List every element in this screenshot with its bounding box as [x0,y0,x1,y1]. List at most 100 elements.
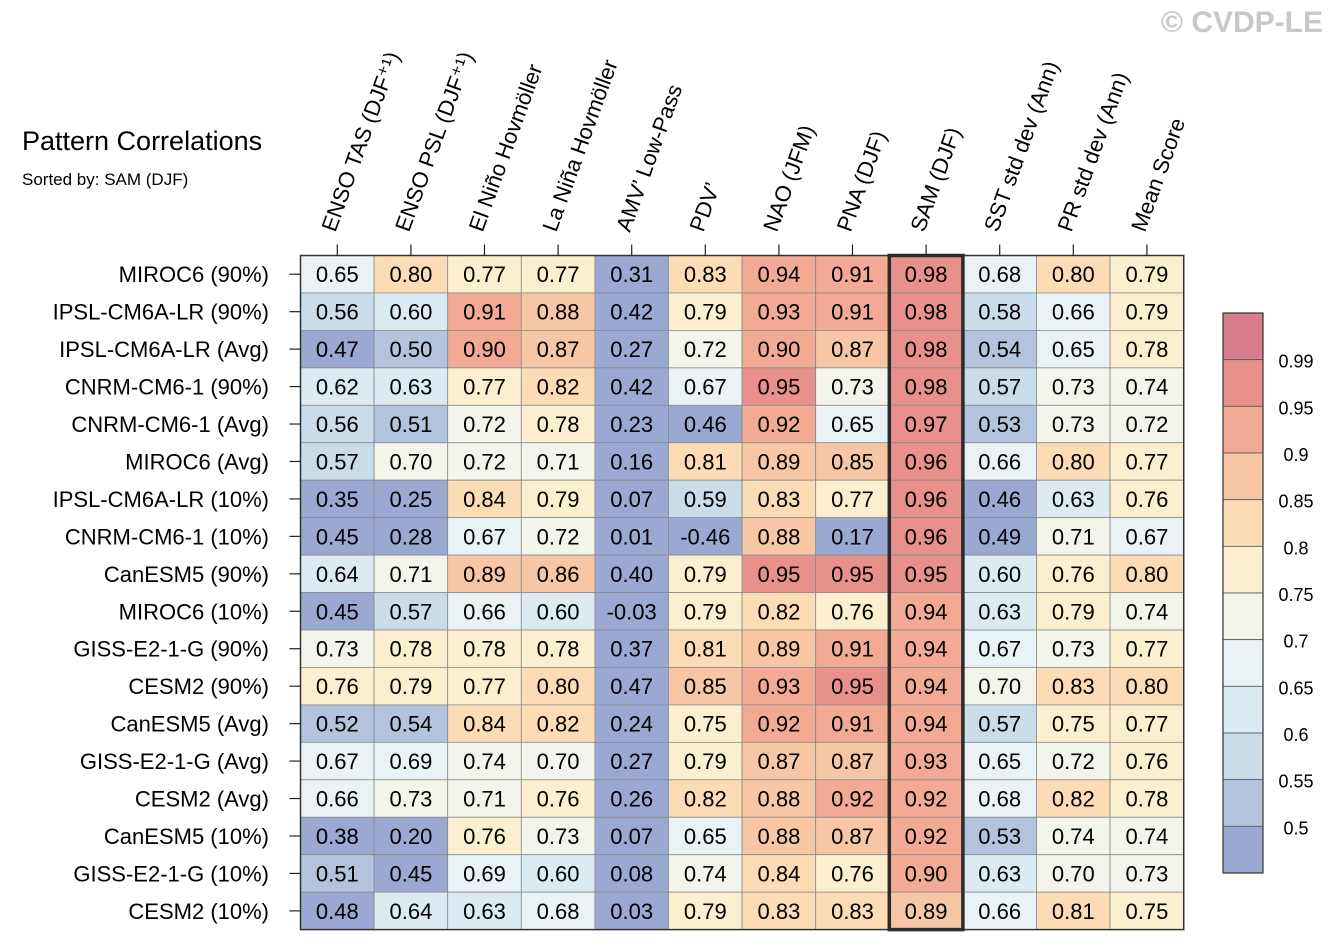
cell-value-label: 0.20 [389,824,432,849]
cell-value-label: 0.25 [389,487,432,512]
cell-value-label: 0.80 [1052,449,1095,474]
heatmap-cell [373,704,449,743]
heatmap-cell [962,891,1037,931]
heatmap-cell [520,779,596,818]
cell-value-label: 0.76 [831,861,874,886]
heatmap-cell [741,442,817,481]
heatmap-cell [300,704,375,743]
cell-value-label: 0.71 [537,449,580,474]
colorbar-segment [1222,779,1264,827]
heatmap-cell [373,629,449,668]
heatmap-cell [888,292,964,331]
heatmap-cell [300,442,375,481]
cell-value-label: 0.68 [537,899,580,924]
cell-value-label: 0.66 [978,449,1021,474]
column-label: ENSO PSL (DJF⁺¹) [390,48,478,234]
cell-value-label: 0.87 [831,824,874,849]
cell-value-label: 0.87 [757,749,800,774]
heatmap-cell [373,854,449,893]
heatmap-cell [668,479,743,519]
cell-value-label: 0.01 [610,524,653,549]
cell-value-label: -0.46 [680,524,730,549]
heatmap-cell [815,891,890,931]
cell-value-label: 0.76 [831,599,874,624]
heatmap-cell [668,554,743,593]
cell-value-label: 0.38 [316,824,359,849]
heatmap-cell [300,779,375,818]
column-label: El Niño Hovmöller [464,61,548,235]
heatmap-cell [962,329,1037,369]
heatmap-cell [447,367,522,406]
heatmap-cell [447,704,522,743]
heatmap-cell [594,404,669,444]
cell-value-label: 0.82 [757,599,800,624]
heatmap-cell [373,816,449,856]
heatmap-cell [594,367,669,406]
cell-value-label: 0.80 [389,262,432,287]
heatmap-cell [300,554,375,593]
heatmap-cell [1036,816,1111,856]
cell-value-label: 0.59 [684,487,727,512]
colorbar-tick-label: 0.75 [1278,585,1313,605]
colorbar-tick-label: 0.7 [1283,632,1308,652]
heatmap-cell [741,704,817,743]
cell-value-label: 0.77 [463,674,506,699]
cell-value-label: 0.07 [610,824,653,849]
cell-value-label: 0.63 [463,899,506,924]
row-label: MIROC6 (Avg) [125,449,269,474]
heatmap-cell [300,854,375,893]
heatmap-cell [668,592,743,631]
cell-value-label: 0.79 [1052,599,1095,624]
colorbar-tick-label: 0.85 [1278,492,1313,512]
heatmap-cell [1109,329,1185,369]
heatmap-cell [594,292,669,331]
cell-value-label: 0.72 [463,412,506,437]
cell-value-label: 0.76 [1125,749,1168,774]
heatmap-cell [1036,554,1111,593]
cell-value-label: 0.64 [389,899,432,924]
column-label: Mean Score [1126,115,1190,235]
cell-value-label: 0.69 [463,861,506,886]
cell-value-label: 0.57 [389,599,432,624]
heatmap-cell [815,816,890,856]
heatmap-cell [300,404,375,444]
heatmap-cell [815,741,890,781]
cell-value-label: 0.28 [389,524,432,549]
heatmap-cell [447,554,522,593]
heatmap-cell [594,517,669,556]
row-label: IPSL-CM6A-LR (90%) [53,300,269,325]
cell-value-label: 0.17 [831,524,874,549]
heatmap-cell [300,741,375,781]
row-label: GISS-E2-1-G (90%) [73,637,269,662]
cell-value-label: 0.92 [757,412,800,437]
cell-value-label: 0.79 [684,300,727,325]
cell-value-label: 0.88 [757,524,800,549]
cell-value-label: 0.98 [905,300,948,325]
heatmap-cell [1036,292,1111,331]
heatmap-cell [520,479,596,519]
heatmap-cell [741,891,817,931]
cell-value-label: 0.75 [1052,712,1095,737]
heatmap-cell [520,554,596,593]
heatmap-cell [1036,592,1111,631]
cell-value-label: 0.92 [905,824,948,849]
colorbar-segment [1222,499,1264,547]
heatmap-cell [300,816,375,856]
heatmap-cell [373,367,449,406]
heatmap-cell [668,367,743,406]
cell-value-label: 0.85 [831,449,874,474]
cell-value-label: 0.76 [316,674,359,699]
cell-value-label: 0.93 [757,674,800,699]
heatmap-cell [815,554,890,593]
cell-value-label: 0.73 [389,787,432,812]
heatmap-cell [815,255,890,294]
cell-value-label: 0.89 [463,562,506,587]
cell-value-label: 0.60 [389,300,432,325]
row-label: IPSL-CM6A-LR (10%) [53,487,269,512]
cell-value-label: 0.75 [1125,899,1168,924]
cell-value-label: 0.47 [610,674,653,699]
cell-value-label: 0.96 [905,524,948,549]
cell-value-label: 0.94 [905,674,948,699]
sort-column-highlight [887,253,965,932]
